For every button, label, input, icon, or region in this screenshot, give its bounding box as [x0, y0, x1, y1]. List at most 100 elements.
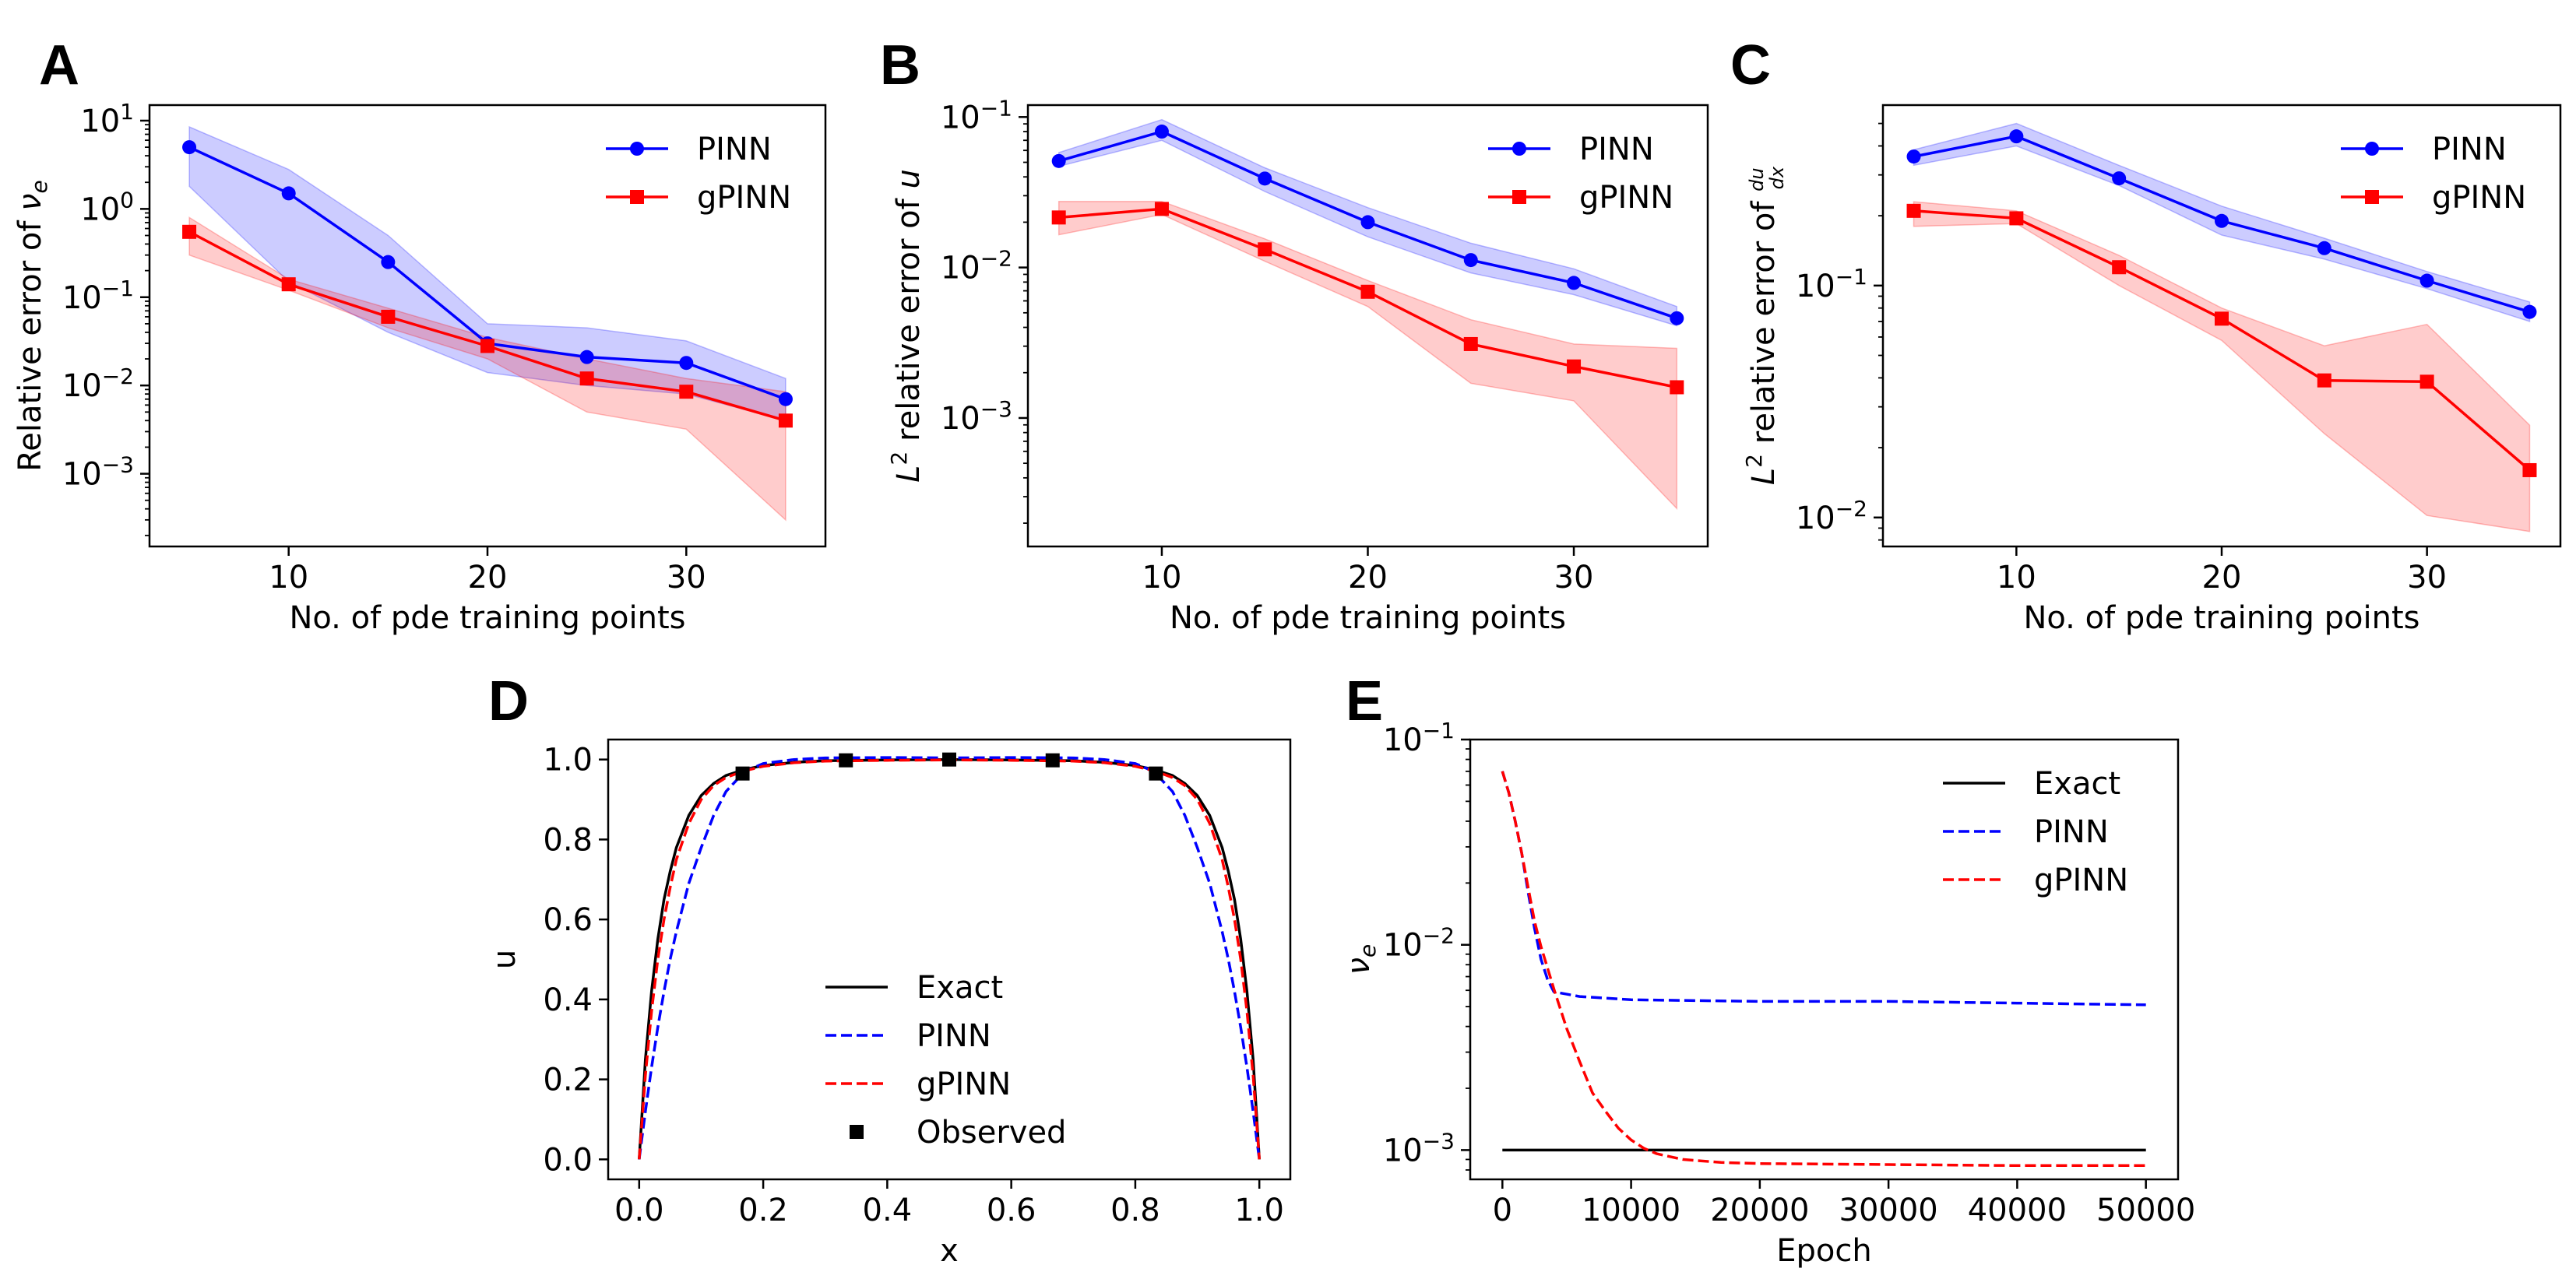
axes-frame-E: [1469, 738, 2180, 1181]
y-tick-label: 0.6: [543, 902, 593, 938]
legend-label-pinn-C: PINN: [2432, 132, 2507, 167]
y-tick-label: 10−2: [1383, 923, 1455, 964]
legend-label-pinn-E: PINN: [2034, 814, 2109, 850]
y-axis-label-B: L2 relative error of u: [886, 169, 927, 483]
data-point-gpinn-B: [1360, 284, 1375, 299]
legend-label-exact-E: Exact: [2034, 766, 2120, 802]
y-tick-label: 10−2: [1796, 496, 1867, 536]
data-point-pinn-B: [1360, 215, 1375, 230]
legend-label-exact-D: Exact: [917, 970, 1003, 1006]
x-tick-label: 10: [269, 560, 308, 596]
data-point-pinn-B: [1670, 311, 1684, 325]
data-point-pinn-C: [2215, 213, 2229, 228]
data-point-pinn-C: [1906, 149, 1921, 164]
data-point-gpinn-B: [1463, 336, 1478, 351]
plot-area-E: [1501, 771, 2146, 1168]
y-tick-label: 10−1: [941, 95, 1012, 135]
observed-point: [942, 752, 956, 767]
data-point-pinn-C: [2317, 241, 2331, 255]
x-axis-label-C: No. of pde training points: [2023, 600, 2419, 636]
data-point-gpinn-B: [1567, 359, 1582, 374]
x-tick-label: 10: [1142, 560, 1182, 596]
legend-label-gpinn-A: gPINN: [697, 180, 791, 216]
x-tick-label: 1.0: [1234, 1193, 1284, 1228]
legend-label-pinn-B: PINN: [1579, 132, 1654, 167]
y-tick-label: 0.2: [543, 1063, 593, 1098]
legend-marker-gpinn-B: [1512, 190, 1526, 204]
panel-letter-A: A: [39, 34, 79, 97]
legend-label-observed-D: Observed: [917, 1115, 1066, 1151]
x-tick-label: 10: [1997, 560, 2036, 596]
legend-key-observed-D: [850, 1125, 864, 1139]
y-tick-label: 10−1: [1796, 264, 1867, 304]
legend-label-pinn-D: PINN: [917, 1018, 991, 1054]
data-point-gpinn-B: [1670, 380, 1684, 395]
y-tick-label: 10−2: [941, 246, 1012, 286]
legend-marker-pinn-C: [2365, 142, 2379, 156]
data-point-gpinn-C: [2522, 462, 2537, 477]
legend-label-gpinn-D: gPINN: [917, 1066, 1011, 1102]
data-point-pinn-C: [2419, 273, 2434, 288]
observed-point: [1045, 753, 1060, 768]
data-point-pinn-A: [182, 140, 197, 155]
data-point-gpinn-A: [579, 371, 594, 386]
data-point-gpinn-A: [679, 385, 694, 399]
data-point-pinn-B: [1051, 153, 1066, 168]
y-axis-label-C: L2 relative error of dudx: [1741, 166, 1788, 485]
panel-letter-B: B: [880, 34, 920, 97]
data-point-pinn-A: [381, 255, 396, 269]
plot-area-B: [1051, 118, 1684, 511]
data-point-gpinn-A: [778, 413, 793, 428]
observed-point: [1149, 766, 1163, 781]
x-tick-label: 30: [1554, 560, 1594, 596]
x-axis-label-B: No. of pde training points: [1170, 600, 1566, 636]
data-point-pinn-C: [2522, 304, 2537, 319]
panel-A: A 10 20 30 10−3 10−2 10−1 100 101 No. of pde trai…: [12, 34, 827, 636]
legend-label-pinn-A: PINN: [697, 132, 772, 167]
x-tick-label: 0.8: [1110, 1193, 1160, 1228]
data-point-pinn-A: [579, 350, 594, 364]
data-point-gpinn-C: [2215, 311, 2229, 326]
x-tick-label: 0.4: [863, 1193, 913, 1228]
x-tick-label: 30: [2407, 560, 2447, 596]
observed-point: [735, 766, 750, 781]
y-tick-label: 0.0: [543, 1142, 593, 1178]
x-tick-label: 10000: [1582, 1193, 1680, 1228]
y-tick-label: 10−2: [62, 364, 134, 404]
data-point-pinn-A: [679, 356, 694, 371]
data-point-gpinn-C: [2112, 260, 2127, 275]
data-point-pinn-A: [778, 392, 793, 406]
x-tick-label: 20000: [1710, 1193, 1809, 1228]
y-tick-label: 10−3: [62, 452, 134, 493]
y-tick-label: 100: [80, 187, 134, 227]
data-point-gpinn-C: [2317, 373, 2331, 388]
panel-B: B 10 20 30 10−3 10−2 10−1 No. of pde training p…: [880, 34, 1709, 636]
panel-letter-E: E: [1346, 670, 1383, 733]
y-tick-label: 0.4: [543, 982, 593, 1018]
data-point-pinn-C: [2009, 129, 2024, 144]
panel-D: D 0.0 0.2 0.4 0.6 0.8 1.0 0.0 0.2 0.4 0.6 0.8 1.0 x u E…: [487, 670, 1292, 1269]
legend-marker-gpinn-A: [630, 190, 644, 204]
data-point-pinn-B: [1567, 276, 1582, 290]
x-tick-label: 40000: [1968, 1193, 2067, 1228]
x-tick-label: 20: [1348, 560, 1388, 596]
legend-marker-gpinn-C: [2365, 190, 2379, 204]
data-point-pinn-C: [2112, 171, 2127, 186]
series-line-gpinn-E: [1501, 771, 2146, 1168]
x-tick-label: 0.6: [987, 1193, 1036, 1228]
y-tick-label: 10−1: [62, 276, 134, 316]
legend-marker-pinn-A: [630, 142, 644, 156]
x-tick-label: 0.0: [614, 1193, 664, 1228]
x-tick-label: 50000: [2096, 1193, 2195, 1228]
legend-label-gpinn-B: gPINN: [1579, 180, 1673, 216]
data-point-pinn-B: [1463, 253, 1478, 268]
x-axis-label-A: No. of pde training points: [289, 600, 685, 636]
panel-letter-C: C: [1730, 34, 1771, 97]
plot-area-A: [182, 125, 793, 522]
panel-letter-D: D: [488, 670, 529, 733]
data-point-gpinn-C: [1906, 203, 1921, 218]
panel-E: E 0 10000 20000 30000 40000 50000 10−3 10−2 10−1 E…: [1341, 670, 2195, 1269]
data-point-pinn-A: [281, 186, 296, 201]
x-tick-label: 20: [468, 560, 508, 596]
